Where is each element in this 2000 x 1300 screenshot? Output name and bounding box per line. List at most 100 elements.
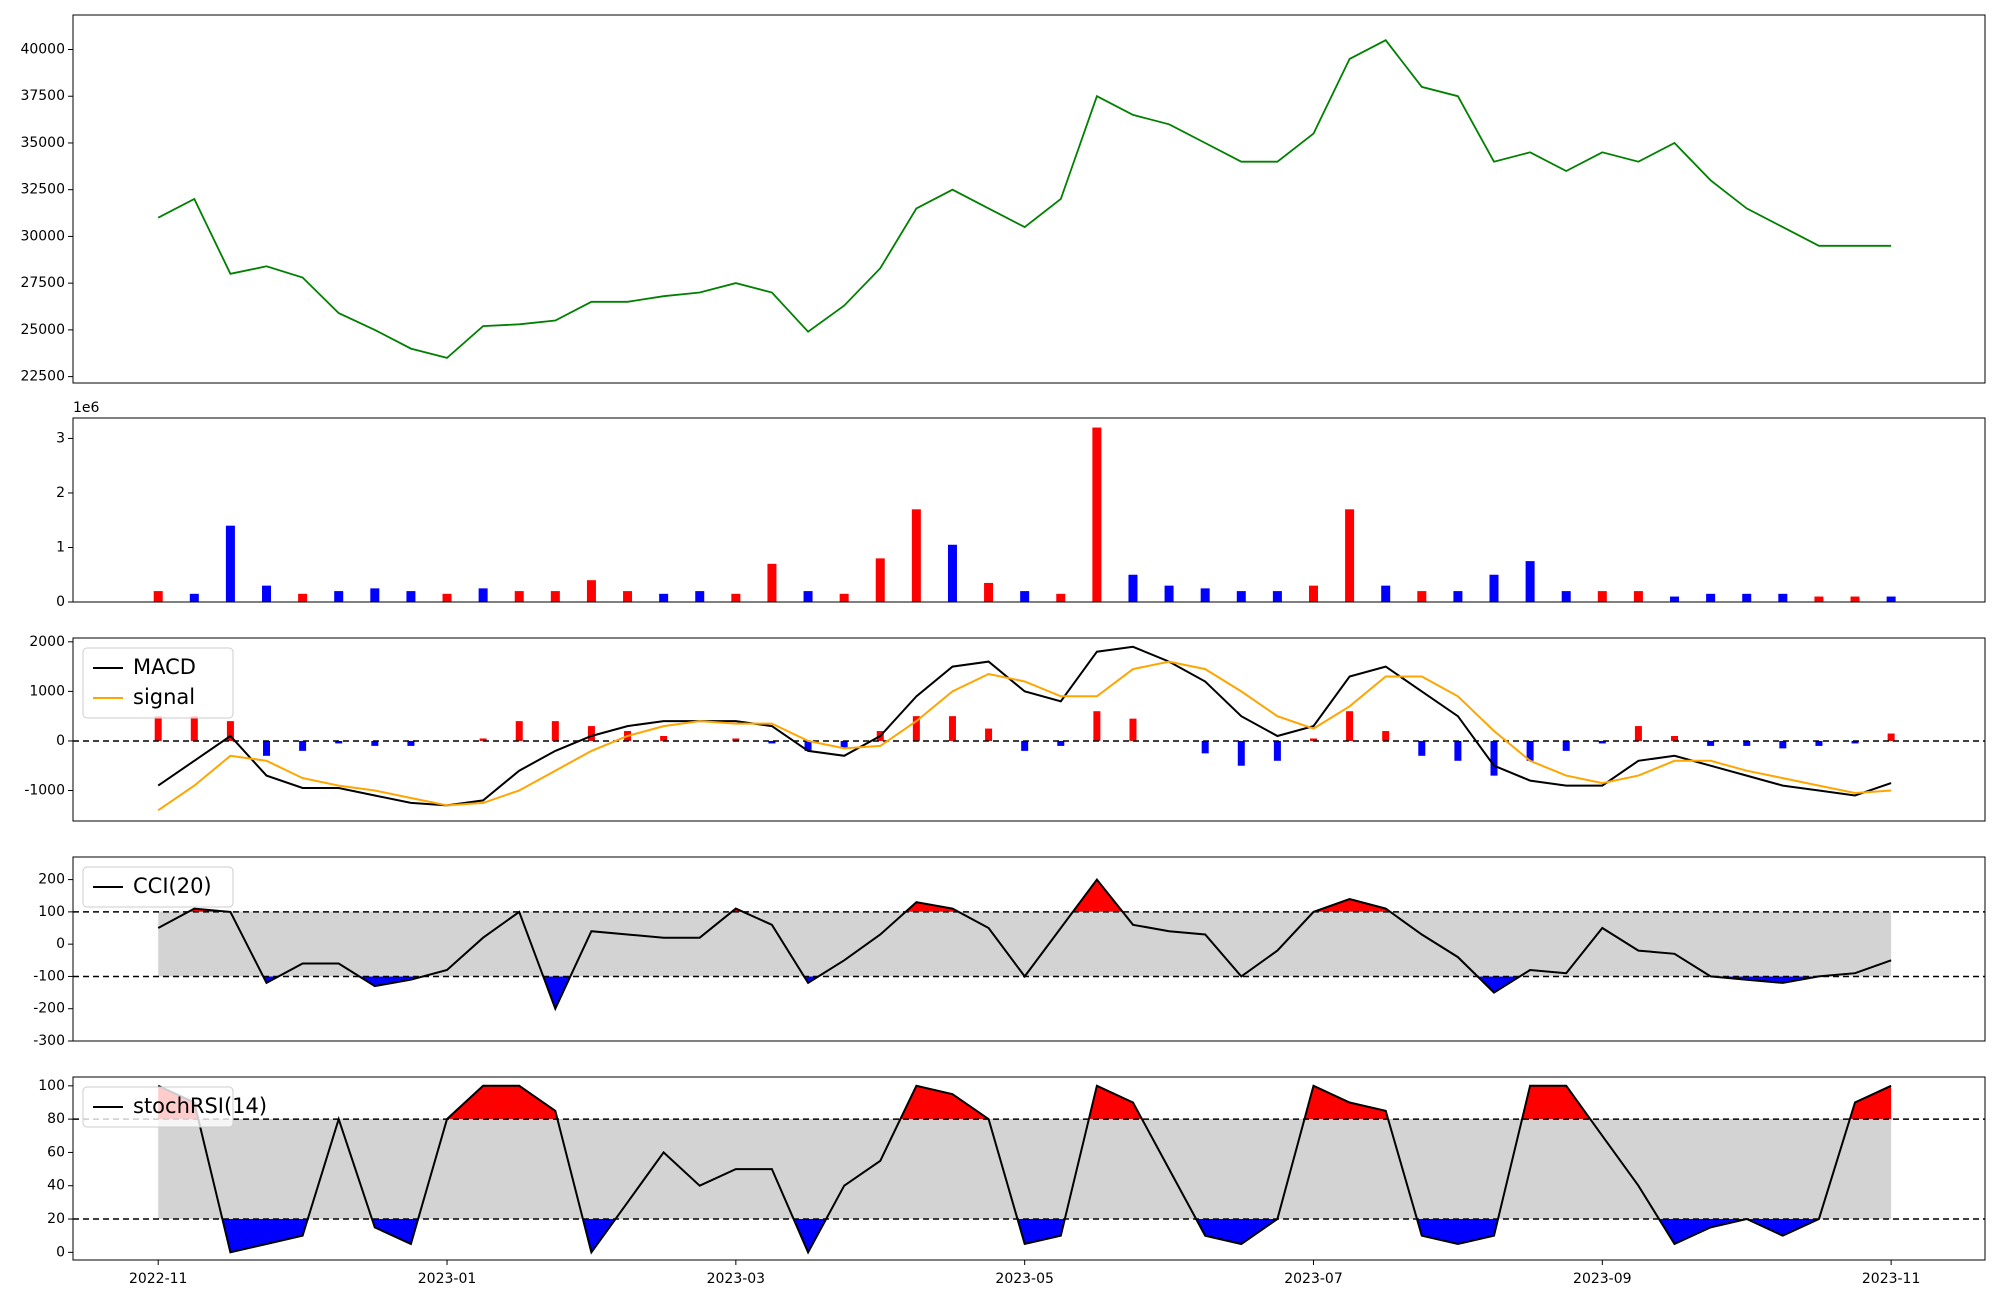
volume-bar (659, 593, 669, 602)
volume-bar (586, 580, 596, 602)
y-tick-label: 80 (47, 1111, 65, 1127)
histogram-bar (1598, 740, 1606, 744)
histogram-bar (1418, 740, 1426, 756)
legend-label: MACD (133, 655, 196, 679)
y-tick-label: 100 (38, 904, 65, 920)
volume-bar (1633, 591, 1643, 602)
volume-bar (370, 588, 380, 602)
y-tick-label: 1 (56, 539, 65, 555)
histogram-bar (335, 740, 343, 744)
volume-bar (1706, 593, 1716, 602)
histogram-bar (1346, 711, 1354, 741)
histogram-bar (1201, 740, 1209, 754)
y-tick-label: 0 (56, 594, 65, 610)
panel-frame (72, 637, 1986, 822)
y-tick-label: 20 (47, 1211, 65, 1227)
volume-bar (803, 591, 813, 602)
volume-bar (1164, 585, 1174, 602)
volume-bar (947, 544, 957, 602)
histogram-bar (948, 716, 956, 741)
volume-bar (1236, 591, 1246, 602)
histogram-bar (1887, 733, 1895, 741)
histogram-bar (1526, 740, 1534, 761)
oscillator-line (157, 1084, 1892, 1255)
histogram-bar (732, 738, 740, 741)
histogram-bar (226, 721, 234, 741)
volume-bar (478, 588, 488, 602)
histogram-bar (804, 740, 812, 751)
volume-bar (911, 509, 921, 602)
volume-bar (1128, 574, 1138, 602)
panel-frame (72, 417, 1986, 603)
histogram-bar (587, 726, 595, 741)
histogram-bar (371, 740, 379, 746)
x-tick-label: 2023-07 (1284, 1271, 1343, 1287)
histogram-bar (985, 728, 993, 741)
y-tick-label: 60 (47, 1144, 65, 1160)
volume-bar (1778, 593, 1788, 602)
overbought-fill (158, 1085, 1892, 1120)
histogram-bar (660, 735, 668, 741)
histogram-bar (1093, 711, 1101, 741)
volume-bar (1814, 596, 1824, 602)
volume-bar (1200, 588, 1210, 602)
legend: stochRSI(14) (82, 1086, 267, 1128)
y-tick-label: 25000 (20, 322, 65, 338)
histogram-bar (1671, 735, 1679, 741)
x-tick-label: 2023-11 (1862, 1271, 1921, 1287)
histogram-bar (1273, 740, 1281, 761)
legend: MACD signal (82, 647, 234, 719)
y-tick-label: -300 (33, 1033, 65, 1049)
y-tick-label: 40000 (20, 42, 65, 58)
histogram-bar (1237, 740, 1245, 766)
x-tick-label: 2023-09 (1573, 1271, 1632, 1287)
volume-bar (262, 585, 272, 602)
histogram-bar (154, 716, 162, 741)
volume-bar (1417, 591, 1427, 602)
volume-bar (153, 591, 163, 602)
histogram-bar (1309, 738, 1317, 741)
offset-label: 1e6 (73, 400, 100, 416)
volume-bar (1597, 591, 1607, 602)
volume-bar (1345, 509, 1355, 602)
histogram-bar (1382, 731, 1390, 741)
volume-bar (1561, 591, 1571, 602)
price-line (157, 39, 1892, 359)
volume-bar (695, 591, 705, 602)
histogram-bar (912, 716, 920, 741)
panel-frame (72, 856, 1986, 1042)
x-tick-label: 2023-03 (707, 1271, 766, 1287)
volume-bar (334, 591, 344, 602)
y-tick-label: 0 (56, 936, 65, 952)
volume-bar (514, 591, 524, 602)
volume-bar (1272, 591, 1282, 602)
volume-bar (298, 593, 308, 602)
volume-bar (1489, 574, 1499, 602)
y-tick-label: -1000 (24, 783, 65, 799)
volume-bar (1381, 585, 1391, 602)
histogram-bar (1815, 740, 1823, 746)
neutral-band (158, 911, 1892, 977)
y-tick-label: 0 (56, 1244, 65, 1260)
y-tick-label: 2000 (29, 634, 65, 650)
x-tick-label: 2023-01 (418, 1271, 477, 1287)
histogram-bar (840, 740, 848, 749)
panel-frame (72, 14, 1986, 384)
volume-bar (1308, 585, 1318, 602)
y-tick-label: -100 (33, 968, 65, 984)
legend-box (82, 866, 234, 908)
indicator-line (157, 660, 1892, 812)
y-tick-label: -200 (33, 1001, 65, 1017)
y-tick-label: 37500 (20, 88, 65, 104)
volume-bar (839, 593, 849, 602)
y-tick-label: 32500 (20, 182, 65, 198)
histogram-bar (263, 740, 271, 756)
histogram-bar (1851, 740, 1859, 744)
volume-bar (1453, 591, 1463, 602)
neutral-band (158, 1119, 1892, 1220)
histogram-bar (515, 721, 523, 741)
histogram-bar (1057, 740, 1065, 746)
volume-bar (1092, 427, 1102, 602)
y-tick-label: 35000 (20, 135, 65, 151)
histogram-bar (190, 716, 198, 741)
